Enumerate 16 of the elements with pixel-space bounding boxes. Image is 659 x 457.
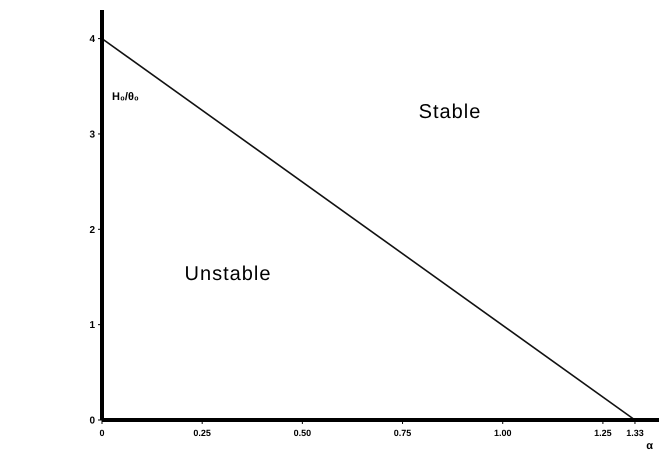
x-axis-title: α [646, 440, 654, 452]
x-tick-label: 1.00 [494, 428, 512, 438]
x-tick-label: 0 [99, 428, 105, 438]
x-tick-label: 1.25 [594, 428, 612, 438]
annotation: Stable [418, 101, 482, 123]
x-tick-label: 0.50 [294, 428, 312, 438]
y-axis-title: H₀/θ₀ [112, 91, 139, 103]
x-tick-label: 0.25 [193, 428, 211, 438]
annotation: Unstable [184, 263, 272, 285]
x-tick-label: 0.75 [394, 428, 412, 438]
x-tick-label: 1.33 [626, 428, 644, 438]
y-tick-label: 3 [89, 129, 96, 140]
y-tick-label: 1 [89, 320, 96, 332]
y-tick-label: 2 [89, 224, 96, 236]
y-tick-label: 0 [89, 416, 96, 426]
y-tick-label: 4 [89, 34, 96, 46]
